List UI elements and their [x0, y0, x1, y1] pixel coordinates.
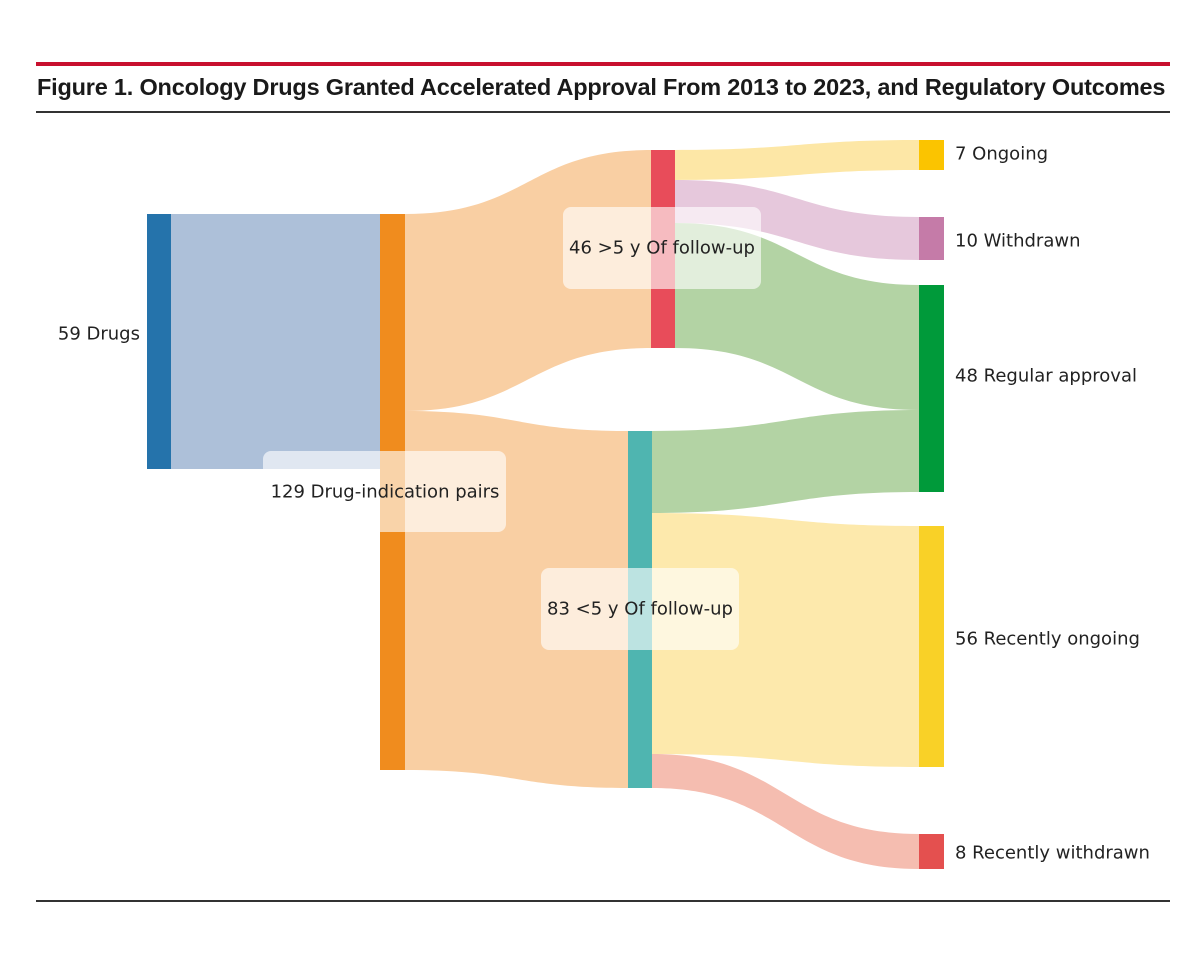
sankey-labels: 59 Drugs 129 Drug-indication pairs 46 >5 y… [58, 144, 1150, 864]
node-label-regular: 48 Regular approval [955, 366, 1137, 387]
node-label-withdrawn: 10 Withdrawn [955, 231, 1080, 252]
node-label-lt5: 83 <5 y Of follow-up [547, 599, 733, 620]
node-label-ongoing: 7 Ongoing [955, 144, 1048, 165]
node-label-recent-ongoing: 56 Recently ongoing [955, 629, 1140, 650]
node-label-gt5: 46 >5 y Of follow-up [569, 238, 755, 259]
link-gt5-to-withdrawn [675, 180, 919, 260]
label-box-pairs [263, 451, 506, 532]
node-label-recent-withdrawn: 8 Recently withdrawn [955, 843, 1150, 864]
link-lt5-to-regular [652, 410, 919, 513]
node-ongoing [919, 140, 944, 170]
link-gt5-to-ongoing [675, 140, 919, 180]
node-withdrawn [919, 217, 944, 260]
label-box-gt5 [563, 207, 761, 289]
figure-title: Figure 1. Oncology Drugs Granted Acceler… [37, 74, 1166, 100]
node-recent-withdrawn [919, 834, 944, 869]
node-recent-ongoing [919, 526, 944, 767]
node-label-pairs: 129 Drug-indication pairs [271, 482, 500, 503]
link-lt5-to-recent_withdrawn [652, 754, 919, 869]
title-accent-rule [36, 62, 1170, 66]
node-drugs [147, 214, 171, 469]
node-regular [919, 285, 944, 492]
sankey-label-boxes [263, 207, 761, 650]
sankey-links [171, 140, 919, 869]
title-divider [36, 111, 1170, 113]
link-drugs-to-pairs [171, 214, 380, 469]
bottom-divider [36, 900, 1170, 902]
node-label-drugs: 59 Drugs [58, 324, 140, 345]
label-box-lt5 [541, 568, 739, 650]
